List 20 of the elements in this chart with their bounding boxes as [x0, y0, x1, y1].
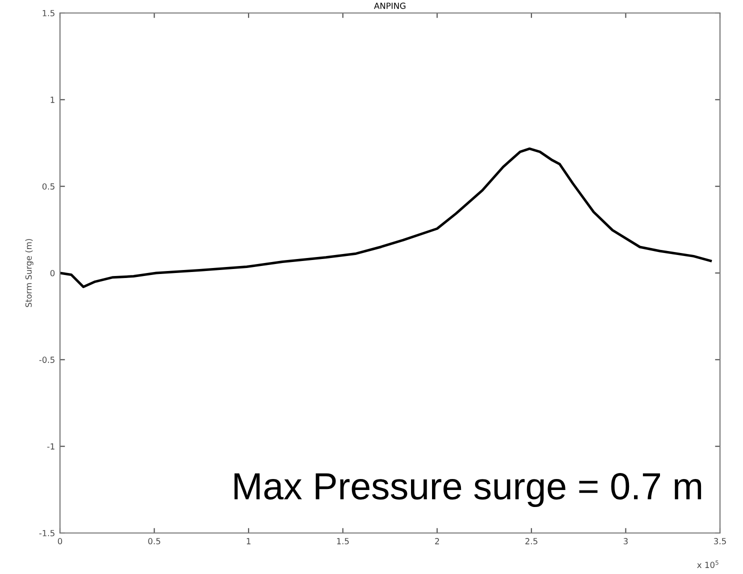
x-tick-label: 3.5: [714, 538, 726, 544]
x-tick-label: 3: [624, 538, 628, 544]
y-tick-label: -1.5: [39, 530, 54, 536]
y-tick-label: -1: [47, 443, 54, 450]
x-tick-label: 1: [246, 538, 250, 544]
annotation: Max Pressure surge = 0.7 m: [234, 473, 702, 507]
x-tick-label: 0.5: [148, 538, 160, 544]
text: x 10$^{5}$: [697, 560, 718, 568]
y-tick-label: 0.5: [42, 183, 54, 190]
y-axis-title: Storm Surge (m): [25, 239, 34, 308]
chart-title: ANPING: [374, 2, 406, 9]
x-tick-label: 0: [58, 538, 62, 544]
x-tick-label: 2.5: [525, 538, 538, 544]
y-tick-label: 0: [50, 270, 55, 276]
y-tick-label: 1.5: [42, 10, 54, 16]
x-tick-label: 2: [435, 538, 439, 544]
line-series: [60, 147, 712, 288]
y-tick-label: 1: [50, 96, 54, 103]
x-tick-label: 1.5: [337, 538, 349, 544]
y-tick-label: -0.5: [39, 356, 54, 363]
